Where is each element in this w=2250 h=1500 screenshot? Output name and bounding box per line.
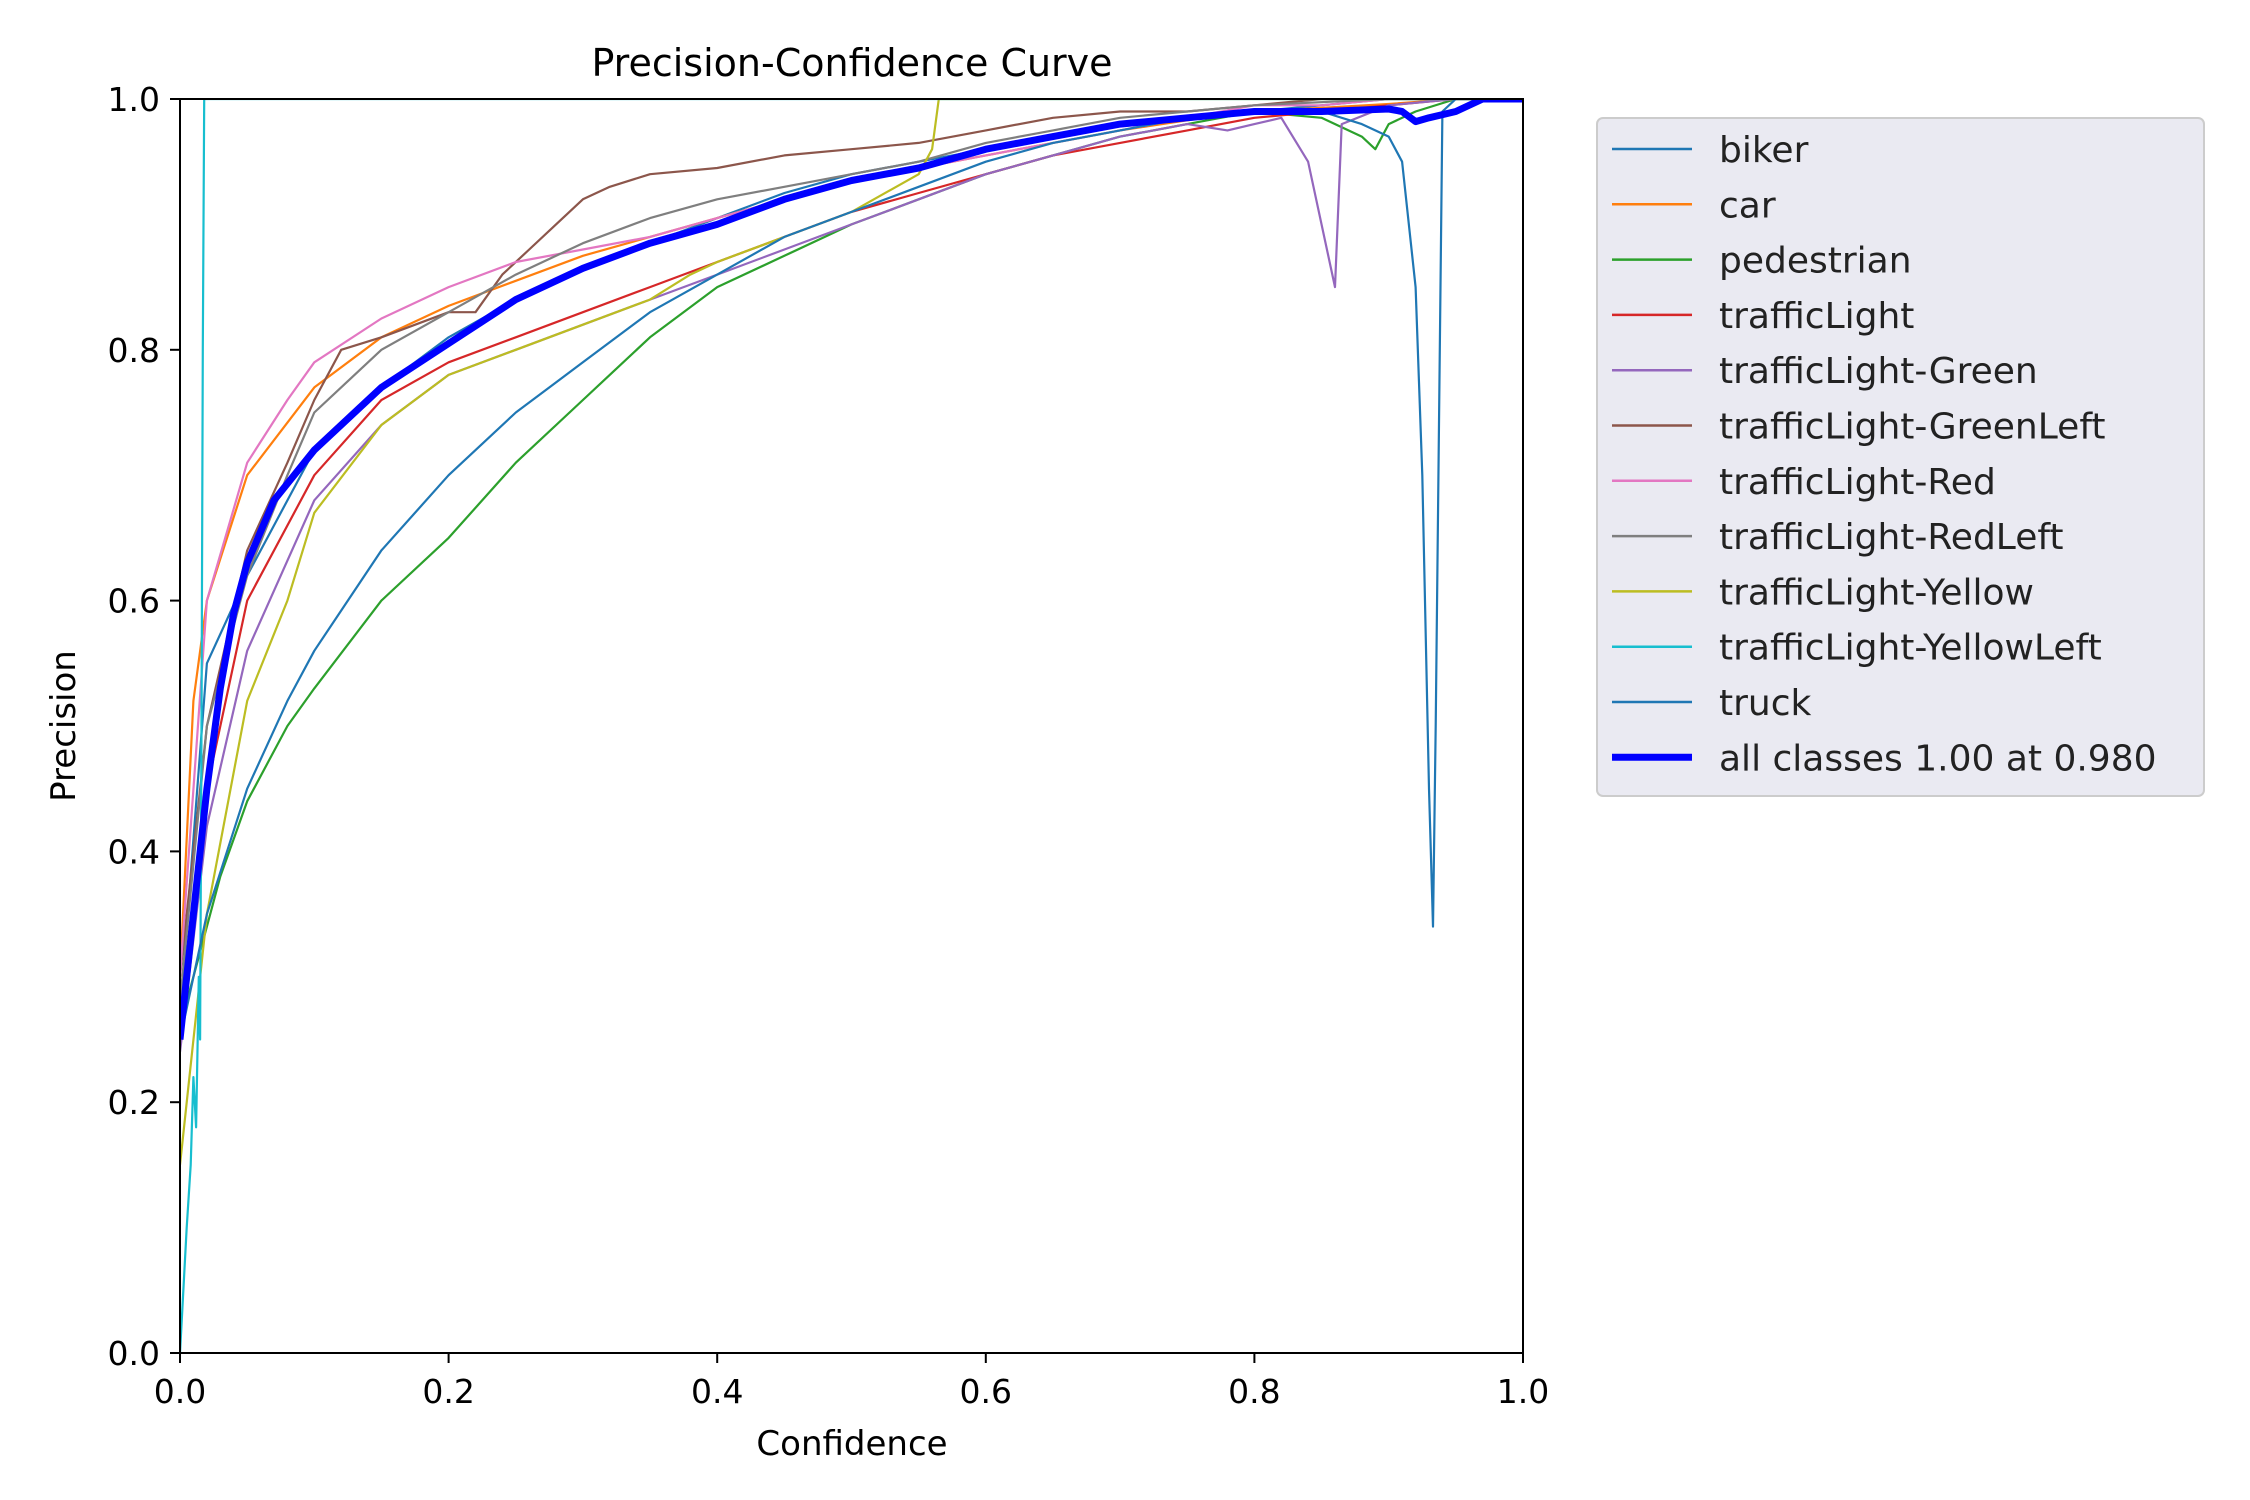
x-tick-label: 0.0 [154, 1372, 206, 1411]
series-line-0 [180, 99, 1523, 1015]
x-tick-label: 0.6 [960, 1372, 1012, 1411]
legend-label-9: trafficLight-YellowLeft [1719, 628, 2102, 669]
series-line-3 [180, 99, 1523, 1015]
legend-label-8: trafficLight-Yellow [1719, 572, 2034, 613]
legend-box [1596, 117, 2205, 797]
legend-label-3: trafficLight [1719, 296, 1914, 337]
y-tick-label: 0.8 [108, 331, 160, 370]
legend-label-4: trafficLight-Green [1719, 351, 2038, 392]
y-axis-label: Precision [44, 650, 84, 802]
y-axis: 0.0 0.2 0.4 0.6 0.8 1.0 [108, 80, 180, 1373]
legend-label-11: all classes 1.00 at 0.980 [1719, 738, 2157, 779]
series-line-1 [180, 99, 1523, 977]
y-tick-label: 0.0 [108, 1334, 160, 1373]
legend-label-6: trafficLight-Red [1719, 462, 1996, 503]
legend-label-0: biker [1719, 130, 1809, 171]
legend-label-1: car [1719, 185, 1776, 226]
series-line-6 [180, 99, 1523, 977]
y-tick-label: 0.6 [108, 582, 160, 621]
series-line-7 [180, 99, 1523, 1003]
series-line-4 [180, 99, 1523, 1053]
x-tick-label: 1.0 [1497, 1372, 1549, 1411]
y-tick-label: 1.0 [108, 80, 160, 119]
series-line-9 [180, 99, 1523, 1353]
x-axis-label: Confidence [756, 1424, 947, 1464]
x-axis: 0.0 0.2 0.4 0.6 0.8 1.0 [154, 1353, 1549, 1411]
x-tick-label: 0.4 [691, 1372, 743, 1411]
chart-title: Precision-Confidence Curve [591, 41, 1112, 85]
y-tick-label: 0.2 [108, 1083, 160, 1122]
legend: biker car pedestrian trafficLight trafficLig… [1596, 117, 2205, 797]
series-line-2 [180, 99, 1523, 1028]
series-line-8 [180, 99, 1523, 1166]
legend-label-2: pedestrian [1719, 241, 1912, 282]
series-line-11 [180, 99, 1523, 1040]
plot-frame [179, 98, 1524, 1354]
y-tick-label: 0.4 [108, 832, 160, 871]
x-tick-label: 0.2 [422, 1372, 474, 1411]
legend-label-5: trafficLight-GreenLeft [1719, 407, 2105, 448]
legend-label-7: trafficLight-RedLeft [1719, 517, 2064, 558]
series-line-5 [180, 99, 1523, 977]
legend-label-10: truck [1719, 683, 1812, 724]
series-line-10 [180, 99, 1523, 1040]
series-layer [180, 99, 1523, 1353]
x-tick-label: 0.8 [1228, 1372, 1280, 1411]
